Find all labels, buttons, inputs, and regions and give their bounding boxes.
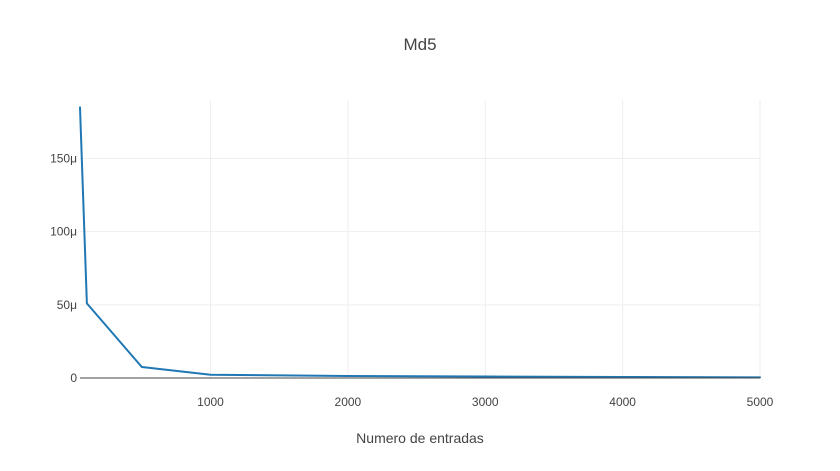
y-tick-label: 100μ — [50, 225, 77, 239]
x-tick-label: 4000 — [609, 395, 636, 409]
chart-title: Md5 — [403, 35, 436, 54]
series-line — [79, 106, 761, 379]
grid-lines — [80, 100, 761, 378]
y-tick-label: 50μ — [57, 298, 77, 312]
x-tick-label: 3000 — [472, 395, 499, 409]
x-tick-label: 5000 — [747, 395, 774, 409]
x-tick-label: 1000 — [197, 395, 224, 409]
series-layer — [79, 106, 761, 379]
axes: 1000 2000 3000 4000 5000 0 50μ 100μ 150μ — [50, 152, 774, 409]
y-tick-label: 150μ — [50, 152, 77, 166]
x-axis-title: Numero de entradas — [356, 430, 484, 446]
y-tick-label: 0 — [70, 371, 77, 385]
x-tick-label: 2000 — [335, 395, 362, 409]
